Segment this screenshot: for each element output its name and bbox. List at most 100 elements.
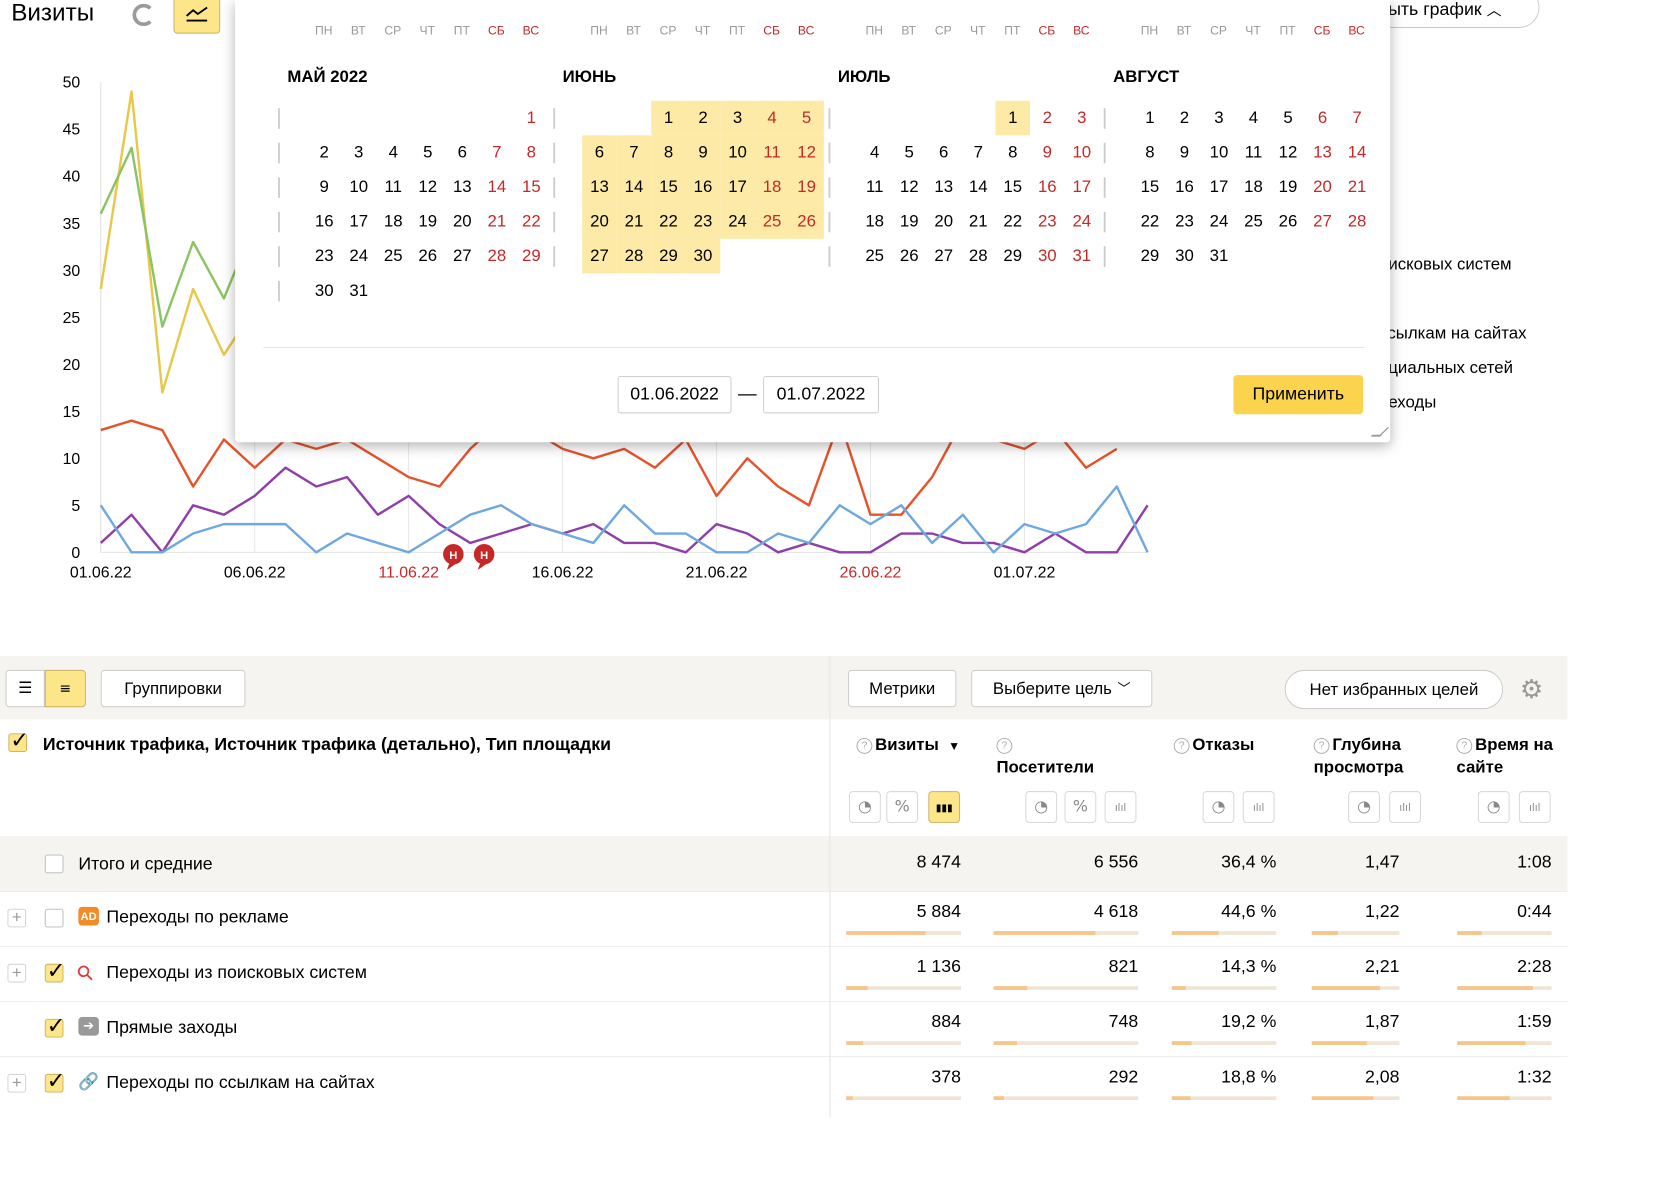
calendar-day[interactable]: 14 <box>624 177 644 196</box>
calendar-day[interactable]: 2 <box>1179 108 1190 127</box>
calendar-day[interactable]: 13 <box>934 177 954 196</box>
calendar-day[interactable]: 9 <box>1179 142 1190 162</box>
calendar-day[interactable]: 26 <box>1278 211 1298 231</box>
calendar-day[interactable]: 6 <box>594 142 605 162</box>
calendar-day[interactable]: 31 <box>1072 246 1092 265</box>
calendar-day[interactable]: 9 <box>698 142 708 162</box>
calendar-day[interactable]: 30 <box>1037 246 1057 265</box>
calendar-day[interactable]: 22 <box>1140 211 1160 231</box>
calendar-day[interactable]: 13 <box>590 177 609 196</box>
calendar-day[interactable]: 7 <box>629 142 639 162</box>
calendar-day[interactable]: 7 <box>1352 108 1362 127</box>
bar-chart-icon-button[interactable]: ılıl <box>1389 791 1421 823</box>
calendar-day[interactable]: 14 <box>1347 142 1367 162</box>
select-all-checkbox[interactable] <box>8 727 29 753</box>
percent-icon-button[interactable]: % <box>886 791 919 823</box>
calendar-day[interactable]: 22 <box>1003 211 1023 231</box>
legend-item[interactable]: оисковых систем <box>1378 254 1512 274</box>
week-marker[interactable] <box>1103 246 1106 267</box>
row-checkbox[interactable] <box>44 1067 65 1093</box>
table-row[interactable] <box>0 891 1568 946</box>
week-marker[interactable] <box>553 211 556 233</box>
calendar-day[interactable]: 19 <box>899 211 919 231</box>
calendar-day[interactable]: 2 <box>698 108 708 127</box>
calendar-day[interactable]: 19 <box>418 211 438 231</box>
calendar-day[interactable]: 4 <box>870 142 880 162</box>
calendar-day[interactable]: 29 <box>659 246 678 265</box>
week-marker[interactable] <box>553 177 556 198</box>
totals-checkbox[interactable] <box>44 854 64 874</box>
pie-chart-icon-button[interactable]: ◔ <box>1025 791 1058 823</box>
list-view-button[interactable]: ☰ <box>5 669 45 708</box>
week-marker[interactable] <box>278 280 280 302</box>
calendar-day[interactable]: 3 <box>732 108 743 127</box>
calendar-day[interactable]: 2 <box>1042 108 1052 127</box>
calendar-day[interactable]: 16 <box>1037 177 1057 196</box>
week-marker[interactable] <box>278 177 280 198</box>
calendar-day[interactable]: 23 <box>314 246 334 265</box>
calendar-day[interactable]: 7 <box>492 142 502 162</box>
row-label[interactable]: Переходы по ссылкам на сайтах <box>106 1072 375 1093</box>
percent-icon-button[interactable]: % <box>1064 791 1097 823</box>
calendar-day[interactable]: 26 <box>899 246 919 265</box>
calendar-day[interactable]: 5 <box>801 108 812 127</box>
calendar-day[interactable]: 7 <box>973 142 983 162</box>
calendar-day[interactable]: 4 <box>767 108 777 127</box>
calendar-day[interactable]: 11 <box>1244 142 1263 162</box>
calendar-day[interactable]: 6 <box>457 142 467 162</box>
calendar-day[interactable]: 26 <box>797 211 816 231</box>
calendar-day[interactable]: 24 <box>1209 211 1229 231</box>
calendar-day[interactable]: 26 <box>418 246 438 265</box>
week-marker[interactable] <box>828 177 831 198</box>
pie-chart-icon-button[interactable]: ◔ <box>1477 791 1510 823</box>
calendar-day[interactable]: 6 <box>1317 108 1328 127</box>
legend-item[interactable]: оциальных сетей <box>1378 358 1514 377</box>
calendar-day[interactable]: 29 <box>521 246 541 265</box>
expand-row-button[interactable]: + <box>7 963 27 983</box>
calendar-day[interactable]: 25 <box>1244 211 1263 231</box>
calendar-day[interactable]: 27 <box>1313 211 1332 231</box>
calendar-day[interactable]: 20 <box>590 211 609 231</box>
calendar-day[interactable]: 17 <box>1209 177 1229 196</box>
row-label[interactable]: Прямые заходы <box>106 1017 238 1038</box>
calendar-day[interactable]: 31 <box>1209 246 1229 265</box>
calendar-day[interactable]: 14 <box>968 177 988 196</box>
calendar-day[interactable]: 10 <box>1209 142 1229 162</box>
calendar-day[interactable]: 21 <box>1347 177 1367 196</box>
calendar-day[interactable]: 21 <box>487 211 507 231</box>
calendar-day[interactable]: 20 <box>1313 177 1332 196</box>
help-icon[interactable]: ? <box>1456 738 1473 754</box>
calendar-day[interactable]: 28 <box>968 246 988 265</box>
calendar-day[interactable]: 1 <box>526 108 537 127</box>
calendar-day[interactable]: 12 <box>418 177 438 196</box>
week-marker[interactable] <box>278 142 280 164</box>
calendar-day[interactable]: 18 <box>762 177 782 196</box>
calendar-day[interactable]: 3 <box>1077 108 1087 127</box>
column-header[interactable]: ? Посетители <box>996 733 1100 778</box>
help-icon[interactable]: ? <box>1313 738 1330 754</box>
row-checkbox[interactable] <box>44 957 65 983</box>
week-marker[interactable] <box>828 142 831 164</box>
calendar-day[interactable]: 30 <box>693 246 713 265</box>
calendar-day[interactable]: 23 <box>1175 211 1194 231</box>
annotation-marker[interactable]: Н <box>443 543 464 571</box>
calendar-day[interactable]: 28 <box>1347 211 1367 231</box>
calendar-day[interactable]: 25 <box>383 246 403 265</box>
calendar-day[interactable]: 3 <box>1214 108 1224 127</box>
groupings-button[interactable]: Группировки <box>100 669 246 708</box>
calendar-day[interactable]: 15 <box>1140 177 1160 196</box>
hide-chart-button[interactable]: крыть график ︿ <box>1324 0 1540 28</box>
column-header[interactable]: ? Отказы <box>1173 733 1278 755</box>
calendar-day[interactable]: 24 <box>349 246 369 265</box>
calendar-day[interactable]: 8 <box>526 142 537 162</box>
week-marker[interactable] <box>553 246 556 267</box>
calendar-day[interactable]: 29 <box>1003 246 1023 265</box>
calendar-day[interactable]: 11 <box>865 177 884 196</box>
table-row[interactable] <box>0 946 1568 1001</box>
select-goal-button[interactable]: Выберите цель ﹀ <box>971 669 1153 708</box>
calendar-day[interactable]: 25 <box>762 211 782 231</box>
calendar-day[interactable]: 12 <box>797 142 816 162</box>
chart-type-button[interactable] <box>173 0 221 34</box>
week-marker[interactable] <box>278 246 280 267</box>
calendar-day[interactable]: 17 <box>349 211 369 231</box>
